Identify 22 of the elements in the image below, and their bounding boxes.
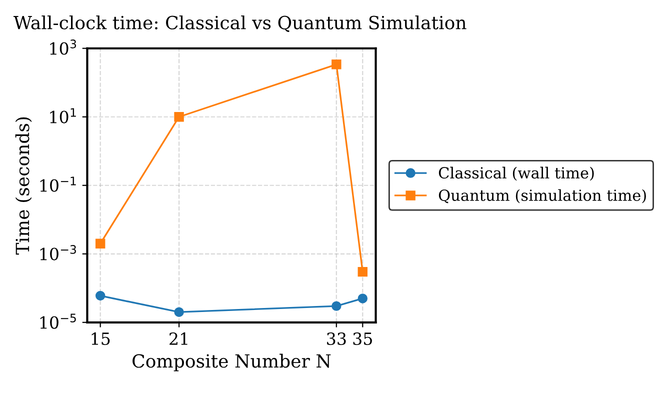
point (95, 238, 106, 248)
x-tick-label: 15 (92, 332, 110, 346)
point (95, 290, 106, 301)
point (358, 266, 368, 277)
point (174, 112, 184, 122)
legend-label: Quantum (simulation time) (438, 189, 646, 204)
y-tick-label: 10$^{3}$ (50, 40, 76, 55)
point (332, 301, 342, 311)
x-tick-label: 35 (353, 332, 372, 346)
chart-title: Wall-clock time: Classical vs Quantum Simulation (14, 15, 466, 32)
x-tick-label: 21 (170, 332, 188, 345)
y-tick-label: 10$^{−1}$ (40, 176, 76, 192)
x-axis-title: Composite Number N (132, 354, 331, 372)
y-tick-label: 10$^{−3}$ (40, 245, 76, 260)
y-tick-label: 10$^{−5}$ (40, 314, 76, 329)
y-axis-title: Time (seconds) (15, 117, 32, 255)
point (358, 294, 368, 304)
y-tick-label: 10$^{1}$ (50, 108, 76, 124)
x-tick-label: 33 (327, 332, 346, 346)
point (332, 60, 342, 70)
legend-label: Classical (wall time) (438, 166, 594, 181)
point (174, 307, 184, 317)
